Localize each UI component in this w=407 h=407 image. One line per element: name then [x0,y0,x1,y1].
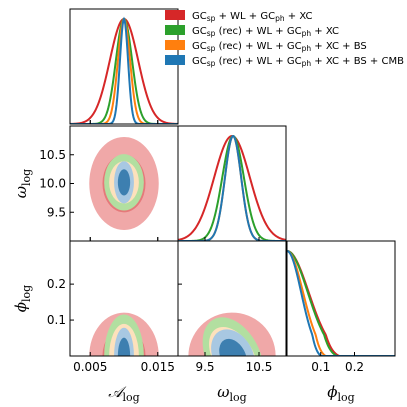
marginal-A [70,16,178,124]
marginal-curve-p-1 [287,250,395,356]
marginal-curve-p-3 [287,250,395,356]
y-tick-label-p-0: 0.1 [47,313,66,327]
y-axis-label-w: ωlog [12,169,33,198]
x-tick-label-w-1: 10.5 [246,360,273,374]
contour-68-Ap-3 [117,337,131,356]
legend-swatch-2 [165,40,185,50]
marginal-curve-w-3 [178,135,286,241]
legend: GCsp + WL + GCph + XC GCsp (rec) + WL + G… [165,10,404,68]
legend-swatch-0 [165,10,185,20]
y-tick-label-p-1: 0.2 [47,277,66,291]
panel-frame-22 [286,240,396,357]
x-axis-label-p: ϕlog [327,383,354,404]
marginal-p [287,250,395,356]
y-axis-label-p: ϕlog [12,285,33,312]
x-tick-label-p-1: 0.2 [345,360,364,374]
legend-label-2: GCsp (rec) + WL + GCph + XC + BS [192,41,367,53]
y-tick-label-w-2: 10.5 [39,148,66,162]
x-tick-label-A-1: 0.015 [141,360,175,374]
legend-swatch-3 [165,55,185,65]
panel-A-p [89,312,159,356]
legend-swatch-1 [165,25,185,35]
panel-A-w [89,137,159,230]
x-tick-label-A-0: 0.005 [73,360,107,374]
panel-frame-12 [177,240,287,357]
legend-label-1: GCsp (rec) + WL + GCph + XC [192,26,339,38]
panel-frame-00 [69,8,179,125]
marginal-curve-A-1 [70,17,178,124]
legend-label-3: GCsp (rec) + WL + GCph + XC + BS + CMB [192,56,404,68]
panel-frame-11 [177,125,287,242]
y-tick-label-w-1: 10.0 [39,177,66,191]
x-axis-label-A: 𝒜log [108,383,139,404]
marginal-curve-A-3 [70,16,178,124]
marginal-curve-p-2 [287,250,395,356]
y-tick-label-w-0: 9.5 [47,205,66,219]
x-axis-label-w: ωlog [217,383,246,404]
marginal-curve-w-0 [178,134,286,241]
marginal-w [178,134,286,241]
legend-label-0: GCsp + WL + GCph + XC [192,11,312,23]
x-tick-label-w-0: 9.5 [195,360,214,374]
x-tick-label-p-0: 0.1 [311,360,330,374]
marginal-curve-A-0 [70,17,178,124]
marginal-curve-A-2 [70,17,178,124]
marginal-curve-w-2 [178,135,286,241]
marginal-curve-w-1 [178,135,286,241]
contour-68-Aw-3 [117,169,131,196]
